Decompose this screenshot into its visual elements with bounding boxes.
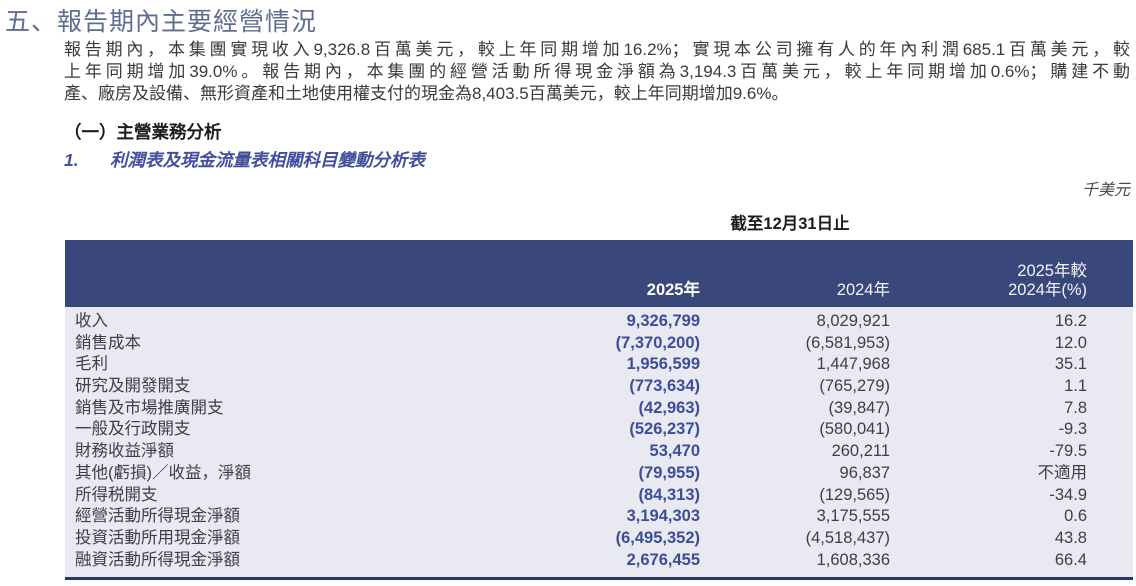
table-row: 毛利 1,956,599 1,447,968 35.1: [65, 354, 1133, 376]
row-label: 一般及行政開支: [75, 420, 191, 439]
value-2024: 1,447,968: [816, 355, 890, 374]
value-2024: (39,847): [828, 398, 890, 417]
intro-line-3: 產、廠房及設備、無形資產和土地使用權支付的現金為8,403.5百萬美元，較上年同…: [64, 84, 789, 103]
intro-paragraph: 報告期內，本集團實現收入9,326.8百萬美元，較上年同期增加16.2%；實現本…: [64, 39, 1130, 105]
table-caption: 截至12月31日止: [730, 215, 850, 233]
value-2024: (4,518,437): [805, 528, 890, 547]
table-row: 融資活動所得現金淨額 2,676,455 1,608,336 66.4: [65, 550, 1133, 572]
table-row: 經營活動所得現金淨額 3,194,303 3,175,555 0.6: [65, 506, 1133, 528]
table-row: 一般及行政開支 (526,237) (580,041) -9.3: [65, 419, 1133, 441]
value-2025: 9,326,799: [626, 312, 700, 330]
row-label: 毛利: [75, 355, 108, 374]
value-change-pct: -9.3: [1058, 420, 1087, 439]
value-2024: 1,608,336: [816, 550, 890, 569]
subsection-heading: 1. 利潤表及現金流量表相關科目變動分析表: [64, 147, 425, 172]
intro-line-1: 報告期內，本集團實現收入9,326.8百萬美元，較上年同期增加16.2%；實現本…: [64, 40, 1130, 59]
value-change-pct: 12.0: [1054, 333, 1087, 352]
column-header-2025: 2025年: [646, 281, 700, 299]
value-change-pct: -79.5: [1049, 442, 1087, 461]
value-2025: 3,194,303: [626, 507, 700, 526]
value-change-pct: 35.1: [1054, 355, 1087, 374]
value-change-pct: -34.9: [1049, 485, 1087, 504]
value-change-pct: 43.8: [1054, 528, 1087, 547]
subsection-title: 利潤表及現金流量表相關科目變動分析表: [110, 150, 425, 170]
value-2024: 3,175,555: [816, 507, 890, 526]
value-2024: (6,581,953): [805, 333, 890, 352]
row-label: 投資活動所用現金淨額: [75, 528, 240, 547]
table-row: 財務收益淨額 53,470 260,211 -79.5: [65, 441, 1133, 463]
value-2025: (773,634): [629, 377, 700, 396]
table-row: 銷售及市場推廣開支 (42,963) (39,847) 7.8: [65, 398, 1133, 420]
column-header-change-line2: 2024年(%): [1008, 281, 1087, 299]
table-header-row: 2025年 2024年 2025年較 2024年(%): [65, 240, 1133, 307]
row-label: 銷售及市場推廣開支: [75, 398, 224, 417]
column-header-change-line1: 2025年較: [1017, 262, 1087, 280]
table-row: 研究及開發開支 (773,634) (765,279) 1.1: [65, 376, 1133, 398]
value-2025: (79,955): [638, 463, 700, 482]
value-2025: (42,963): [638, 398, 700, 417]
value-2025: (84,313): [638, 485, 700, 504]
subsection-number: 1.: [64, 150, 79, 170]
value-2025: 2,676,455: [626, 550, 700, 569]
column-header-change: 2025年較 2024年(%): [890, 262, 1133, 300]
table-row: 其他(虧損)／收益，淨額 (79,955) 96,837 不適用: [65, 463, 1133, 485]
unit-label: 千美元: [1081, 182, 1130, 199]
row-label: 其他(虧損)／收益，淨額: [75, 463, 251, 482]
row-label: 經營活動所得現金淨額: [75, 507, 240, 526]
table-row: 收入 9,326,799 8,029,921 16.2: [65, 311, 1133, 333]
table-row: 所得税開支 (84,313) (129,565) -34.9: [65, 485, 1133, 507]
row-label: 財務收益淨額: [75, 442, 174, 461]
table-body: 收入 9,326,799 8,029,921 16.2 銷售成本 (7,370,…: [65, 307, 1133, 581]
value-2024: (129,565): [819, 485, 890, 504]
value-change-pct: 7.8: [1064, 398, 1087, 417]
value-2024: (580,041): [819, 420, 890, 439]
row-label: 所得税開支: [75, 485, 158, 504]
column-header-2024: 2024年: [836, 281, 890, 299]
row-label: 收入: [75, 312, 108, 330]
row-label: 銷售成本: [75, 333, 141, 352]
value-change-pct: 66.4: [1054, 550, 1087, 569]
value-change-pct: 1.1: [1064, 377, 1087, 396]
value-2024: 96,837: [839, 463, 890, 482]
section-heading: （一）主營業務分析: [64, 122, 222, 142]
financial-table: 2025年 2024年 2025年較 2024年(%) 收入 9,326,799…: [65, 240, 1133, 581]
page-title: 五、報告期內主要經營情況: [5, 8, 318, 36]
value-2025: 1,956,599: [626, 355, 700, 374]
value-2024: 260,211: [831, 442, 890, 461]
value-2025: (7,370,200): [615, 333, 700, 352]
value-2024: 8,029,921: [816, 312, 890, 330]
row-label: 研究及開發開支: [75, 377, 191, 396]
table-row: 銷售成本 (7,370,200) (6,581,953) 12.0: [65, 333, 1133, 355]
value-change-pct: 0.6: [1064, 507, 1087, 526]
value-2025: (6,495,352): [615, 528, 700, 547]
value-change-pct: 16.2: [1054, 312, 1087, 330]
value-2025: 53,470: [649, 442, 700, 461]
table-row: 投資活動所用現金淨額 (6,495,352) (4,518,437) 43.8: [65, 528, 1133, 550]
value-change-pct: 不適用: [1037, 463, 1088, 482]
row-label: 融資活動所得現金淨額: [75, 550, 240, 569]
value-2025: (526,237): [629, 420, 700, 439]
value-2024: (765,279): [819, 377, 890, 396]
intro-line-2: 上年同期增加39.0%。報告期內，本集團的經營活動所得現金淨額為3,194.3百…: [64, 62, 1130, 81]
